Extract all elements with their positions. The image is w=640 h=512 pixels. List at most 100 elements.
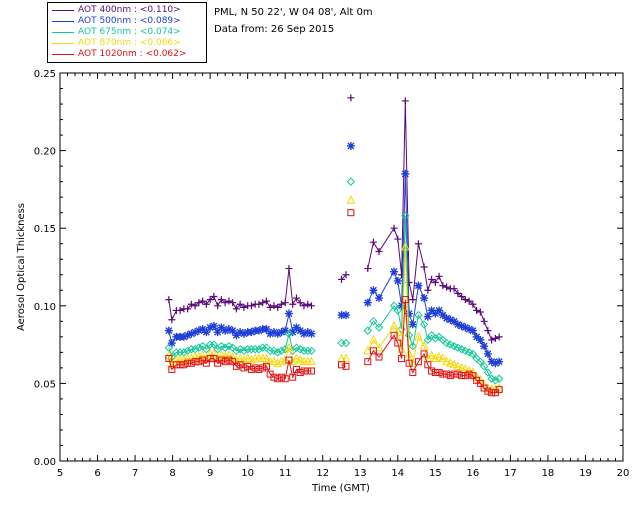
series-layer xyxy=(164,94,504,397)
data-point xyxy=(198,325,207,334)
data-point xyxy=(247,345,256,354)
data-point xyxy=(435,369,443,377)
series-3 xyxy=(164,195,504,394)
data-point xyxy=(299,329,308,338)
data-point xyxy=(457,362,466,372)
data-point xyxy=(450,285,458,293)
data-point xyxy=(206,355,214,363)
data-point xyxy=(393,327,403,336)
data-point xyxy=(210,355,218,363)
data-point xyxy=(288,328,297,337)
data-point xyxy=(495,357,504,366)
data-point xyxy=(400,241,410,251)
data-point xyxy=(191,302,199,310)
data-point xyxy=(277,300,285,308)
data-point xyxy=(266,329,275,338)
x-tick-label: 19 xyxy=(579,468,592,479)
data-point xyxy=(484,387,492,395)
data-point xyxy=(431,279,439,287)
data-point xyxy=(363,326,372,335)
data-point xyxy=(480,317,488,325)
legend-entry-870nm: AOT 870nm : <0.066> xyxy=(48,38,206,49)
data-point xyxy=(414,358,422,366)
data-point xyxy=(428,367,436,375)
data-point xyxy=(363,345,373,355)
data-point xyxy=(307,367,315,375)
data-point xyxy=(414,240,422,248)
data-point xyxy=(285,356,293,364)
data-point xyxy=(420,350,428,358)
data-point xyxy=(240,303,248,311)
data-point xyxy=(179,332,188,341)
data-point xyxy=(428,275,436,283)
data-point xyxy=(476,308,484,316)
y-tick-label: 0.15 xyxy=(34,224,56,235)
data-point xyxy=(259,299,267,307)
x-tick-label: 9 xyxy=(207,468,213,479)
data-point xyxy=(195,299,203,307)
data-point xyxy=(221,326,230,335)
data-point xyxy=(409,296,417,304)
data-point xyxy=(299,346,309,356)
y-tick-label: 0.05 xyxy=(34,379,56,390)
data-point xyxy=(277,373,285,381)
data-point xyxy=(224,325,233,334)
data-point xyxy=(167,339,176,348)
data-point xyxy=(342,362,350,370)
data-point xyxy=(465,297,473,305)
data-point xyxy=(435,306,444,315)
data-point xyxy=(292,294,300,302)
data-point xyxy=(239,346,249,356)
data-point xyxy=(394,339,402,347)
data-point xyxy=(346,177,356,186)
legend-entry-400nm: AOT 400nm : <0.110> xyxy=(48,5,206,16)
data-point xyxy=(409,369,417,377)
data-point xyxy=(187,300,195,308)
data-point xyxy=(483,368,493,377)
data-point xyxy=(198,350,207,359)
series-1 xyxy=(164,141,504,368)
data-point xyxy=(494,382,504,392)
data-point xyxy=(363,298,372,307)
data-point xyxy=(427,350,436,359)
data-point xyxy=(443,370,451,378)
data-point xyxy=(284,309,293,318)
data-point xyxy=(423,312,432,321)
data-point xyxy=(229,358,237,366)
data-point xyxy=(274,375,282,383)
data-point xyxy=(375,353,383,361)
data-point xyxy=(364,265,372,273)
data-point xyxy=(236,300,244,308)
series-line xyxy=(367,215,500,381)
data-point xyxy=(423,335,433,345)
data-point xyxy=(476,357,485,366)
data-point xyxy=(394,235,402,243)
data-point xyxy=(472,332,481,341)
legend-label: AOT 400nm : <0.110> xyxy=(78,5,181,15)
data-point xyxy=(450,317,459,326)
data-point xyxy=(457,321,466,330)
data-point xyxy=(304,367,312,375)
data-point xyxy=(414,310,423,320)
data-point xyxy=(239,329,248,338)
y-tick-label: 0.00 xyxy=(34,457,56,468)
data-point xyxy=(172,361,180,369)
data-point xyxy=(303,328,312,337)
data-point xyxy=(446,372,454,380)
data-point xyxy=(176,306,184,314)
data-point xyxy=(347,209,355,217)
data-point xyxy=(195,358,203,366)
data-point xyxy=(408,320,417,329)
data-point xyxy=(420,294,429,303)
x-tick-label: 15 xyxy=(429,468,442,479)
data-point xyxy=(300,302,308,310)
data-point xyxy=(408,358,418,367)
data-point xyxy=(274,303,282,311)
data-point xyxy=(254,326,263,335)
data-point xyxy=(228,326,237,335)
x-tick-label: 12 xyxy=(316,468,329,479)
data-point xyxy=(221,358,229,366)
data-point xyxy=(488,336,496,344)
data-point xyxy=(442,314,451,323)
data-point xyxy=(255,365,263,373)
